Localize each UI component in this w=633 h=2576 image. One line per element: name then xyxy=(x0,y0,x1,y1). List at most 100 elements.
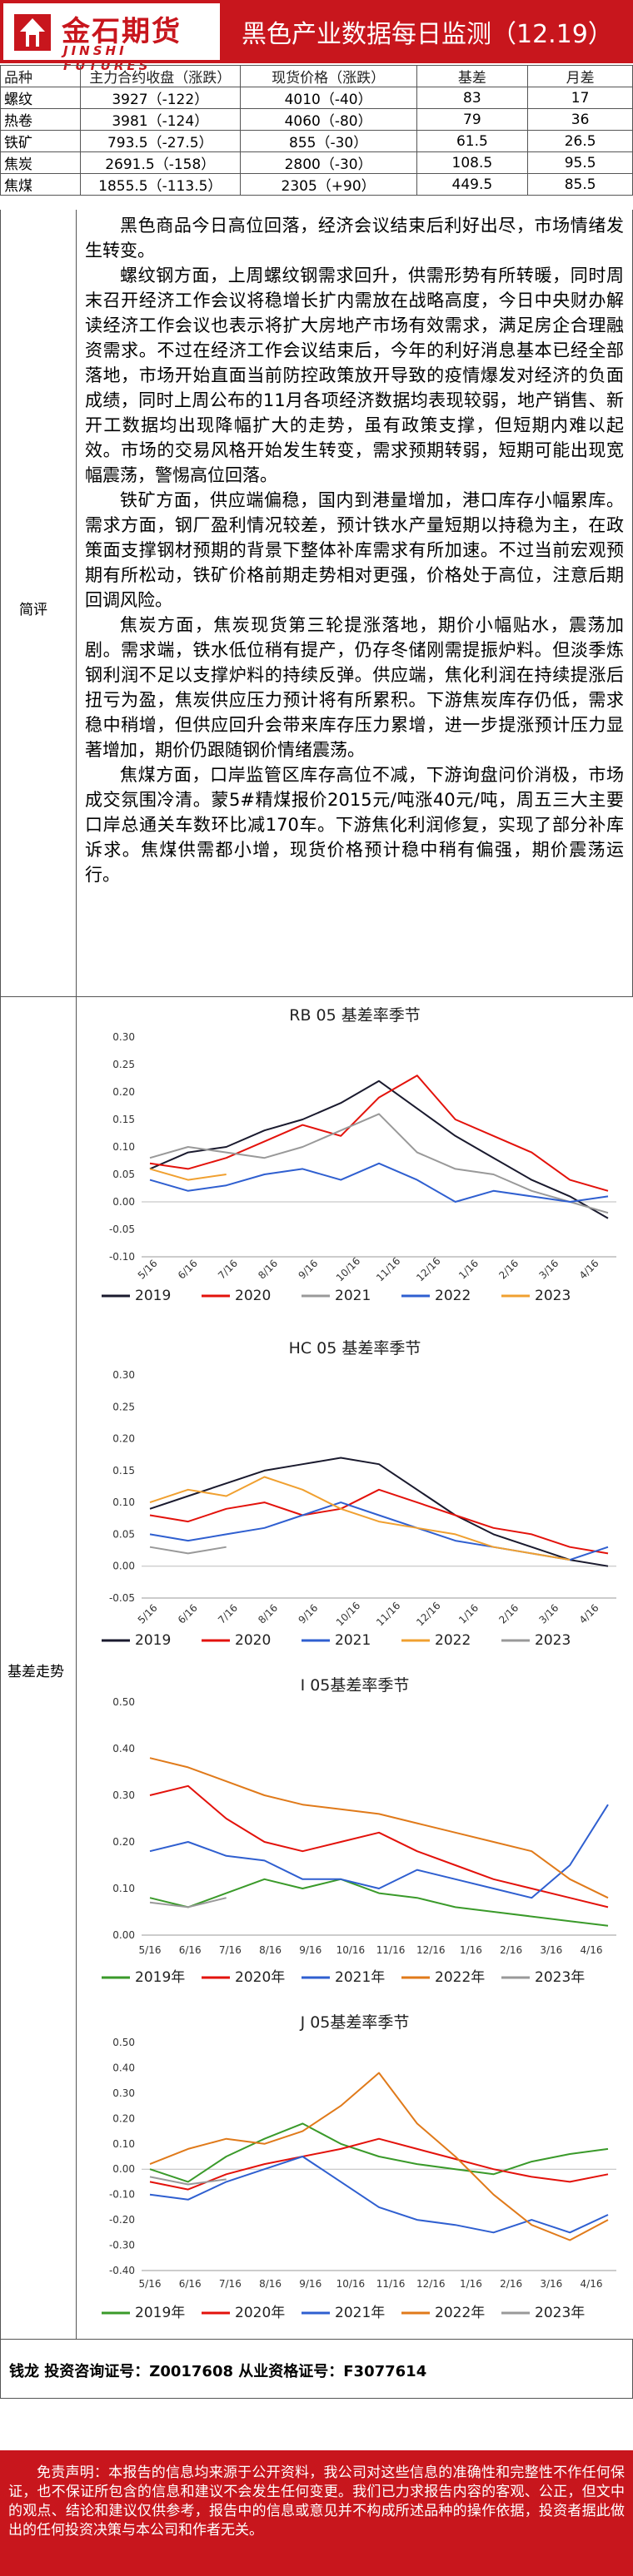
table-row: 热卷 3981（-124） 4060（-80） 79 36 xyxy=(0,108,633,131)
column-header: 月差 xyxy=(527,65,633,87)
x-tick-label: 2/16 xyxy=(496,1602,521,1626)
legend-entry: 2019 xyxy=(135,1288,171,1304)
y-tick-label: 0.40 xyxy=(112,2062,135,2073)
series-line xyxy=(149,1162,609,1203)
table-cell: 793.5（-27.5） xyxy=(79,130,241,152)
table-header-row: 品种 主力合约收盘（涨跌） 现货价格（涨跌） 基差 月差 xyxy=(0,65,633,87)
chart-title: J 05基差率季节 xyxy=(300,2013,410,2032)
table-cell: 855（-30） xyxy=(239,130,417,152)
x-tick-label: 8/16 xyxy=(256,1258,280,1282)
commentary-paragraph: 焦炭方面，焦炭现货第三轮提涨落地，期价小幅贴水，震荡加剧。需求端，铁水低位稍有提… xyxy=(85,615,624,760)
y-tick-label: 0.30 xyxy=(112,2087,135,2099)
legend-entry: 2023 xyxy=(535,1632,571,1649)
table-cell: 79 xyxy=(416,108,529,131)
table-row: 焦煤 1855.5（-113.5） 2305（+90） 449.5 85.5 xyxy=(0,173,633,196)
report-header: 金石期货 JINSHI FUTURES 黑色产业数据每日监测（12.19） xyxy=(0,0,633,73)
series-line xyxy=(149,2072,609,2241)
x-tick-label: 6/16 xyxy=(179,1944,202,1956)
commentary-paragraph: 铁矿方面，供应端偏稳，国内到港量增加，港口库存小幅累库。需求方面，钢厂盈利情况较… xyxy=(85,490,624,610)
table-row: 螺纹 3927（-122） 4010（-40） 83 17 xyxy=(0,87,633,109)
y-tick-label: 0.05 xyxy=(112,1528,135,1540)
x-tick-label: 11/16 xyxy=(374,1600,402,1628)
x-tick-label: 3/16 xyxy=(540,2278,562,2290)
legend-entry: 2021 xyxy=(335,1288,371,1304)
y-tick-label: 0.00 xyxy=(112,2163,135,2175)
x-tick-label: 7/16 xyxy=(219,2278,242,2290)
legend-entry: 2019 xyxy=(135,1632,171,1649)
logo-mark-icon xyxy=(14,14,51,51)
table-row: 铁矿 793.5（-27.5） 855（-30） 61.5 26.5 xyxy=(0,130,633,152)
series-line xyxy=(149,1457,609,1567)
commentary-paragraph: 螺纹钢方面，上周螺纹钢需求回升，供需形势有所转暖，同时周末召开经济工作会议将稳增… xyxy=(85,266,624,485)
y-tick-label: 0.00 xyxy=(112,1561,135,1572)
x-tick-label: 12/16 xyxy=(414,1600,442,1628)
series-line xyxy=(149,1897,227,1908)
x-tick-label: 12/16 xyxy=(416,2278,446,2290)
y-tick-label: 0.30 xyxy=(112,1789,135,1801)
table-cell: 61.5 xyxy=(416,130,529,152)
disclaimer-text: 免责声明：本报告的信息均来源于公开资料，我公司对这些信息的准确性和完整性不作任何… xyxy=(8,2464,625,2539)
x-tick-label: 5/16 xyxy=(136,1258,160,1282)
j-basis-chart: J 05基差率季节 0.50 0.40 0.30 0.20 0.10 0.00 -0.10 -0… xyxy=(77,2006,633,2335)
x-tick-label: 4/16 xyxy=(581,2278,603,2290)
y-tick-label: -0.20 xyxy=(109,2214,135,2226)
x-tick-label: 9/16 xyxy=(296,1602,320,1626)
y-tick-label: -0.10 xyxy=(109,2189,135,2201)
x-tick-label: 6/16 xyxy=(176,1602,200,1626)
y-tick-label: 0.20 xyxy=(112,1836,135,1848)
series-line xyxy=(149,1757,609,1899)
legend-entry: 2020年 xyxy=(235,2305,285,2321)
y-tick-label: 0.00 xyxy=(112,1929,135,1941)
column-header: 基差 xyxy=(416,65,529,87)
x-tick-label: 10/16 xyxy=(334,1600,362,1628)
series-line xyxy=(149,1113,609,1214)
table-cell: 3981（-124） xyxy=(79,108,241,131)
column-header: 主力合约收盘（涨跌） xyxy=(79,65,241,87)
y-tick-label: -0.40 xyxy=(109,2265,135,2276)
x-tick-label: 9/16 xyxy=(299,2278,321,2290)
table-cell: 83 xyxy=(416,87,529,109)
basis-label-cell: 基差走势 xyxy=(0,997,77,2339)
y-tick-label: 0.10 xyxy=(112,1141,135,1153)
chart-title: RB 05 基差率季节 xyxy=(289,1006,421,1025)
legend-entry: 2020 xyxy=(235,1632,271,1649)
x-tick-label: 2/16 xyxy=(500,2278,522,2290)
legend-entry: 2021 xyxy=(335,1632,371,1649)
x-tick-label: 10/16 xyxy=(336,2278,366,2290)
x-tick-label: 5/16 xyxy=(136,1602,160,1626)
disclaimer-box: 免责声明：本报告的信息均来源于公开资料，我公司对这些信息的准确性和完整性不作任何… xyxy=(0,2450,633,2576)
series-line xyxy=(149,1546,227,1555)
y-tick-label: 0.20 xyxy=(112,1086,135,1098)
series-line xyxy=(149,2156,609,2234)
table-cell: 17 xyxy=(527,87,633,109)
y-tick-label: 0.30 xyxy=(112,1369,135,1381)
table-cell: 热卷 xyxy=(0,108,81,131)
analyst-info: 钱龙 投资咨询证号：Z0017608 从业资格证号：F3077614 xyxy=(0,2339,633,2399)
x-tick-label: 4/16 xyxy=(577,1602,601,1626)
legend-entry: 2023年 xyxy=(535,1969,585,1986)
x-tick-label: 12/16 xyxy=(416,1944,446,1956)
series-line xyxy=(149,2137,609,2191)
table-cell: 螺纹 xyxy=(0,87,81,109)
legend-entry: 2019年 xyxy=(135,2305,185,2321)
y-tick-label: 0.50 xyxy=(112,2037,135,2048)
analyst-credentials: 钱龙 投资咨询证号：Z0017608 从业资格证号：F3077614 xyxy=(9,2363,427,2380)
table-cell: 4010（-40） xyxy=(239,87,417,109)
legend-entry: 2022年 xyxy=(435,1969,485,1986)
x-tick-label: 6/16 xyxy=(179,2278,202,2290)
x-tick-label: 1/16 xyxy=(460,1944,482,1956)
table-cell: 焦煤 xyxy=(0,173,81,196)
y-tick-label: 0.50 xyxy=(112,1696,135,1708)
table-cell: 85.5 xyxy=(527,173,633,196)
y-tick-label: 0.20 xyxy=(112,2112,135,2124)
x-tick-label: 8/16 xyxy=(256,1602,280,1626)
x-tick-label: 1/16 xyxy=(456,1602,481,1626)
rb-basis-chart-svg: RB 05 基差率季节 0.30 0.25 0.20 0.15 0.10 0.05 0.00 -… xyxy=(102,1006,616,1304)
company-logo: 金石期货 JINSHI FUTURES xyxy=(3,3,220,73)
table-cell: 95.5 xyxy=(527,151,633,174)
series-line xyxy=(149,1476,571,1561)
table-cell: 36 xyxy=(527,108,633,131)
x-tick-label: 11/16 xyxy=(374,1255,402,1283)
table-cell: 铁矿 xyxy=(0,130,81,152)
x-tick-label: 6/16 xyxy=(176,1258,200,1282)
